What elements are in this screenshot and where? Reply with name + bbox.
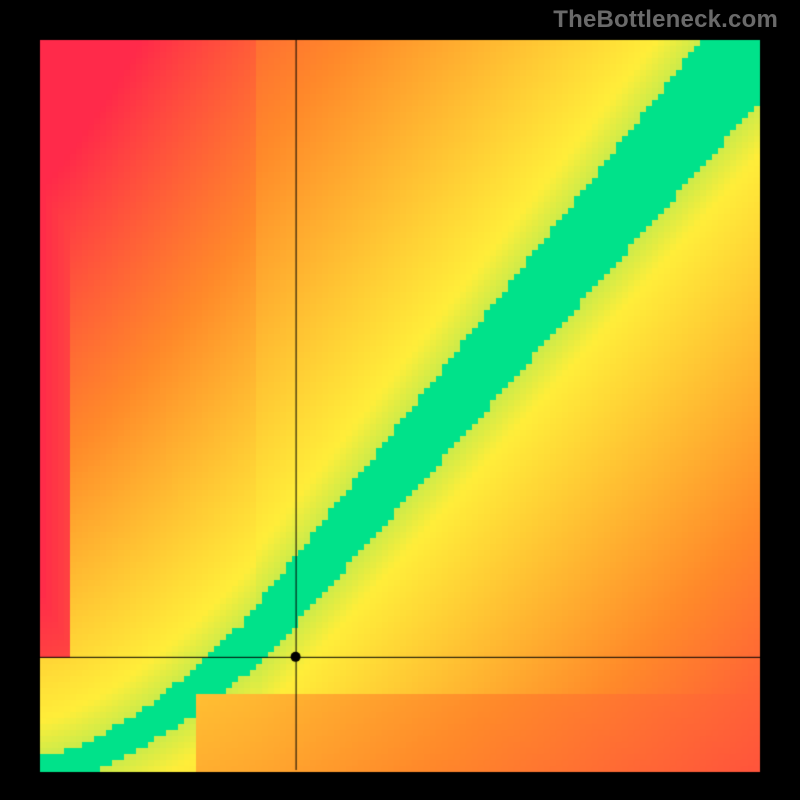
chart-container: { "watermark": { "text": "TheBottleneck.… (0, 0, 800, 800)
bottleneck-heatmap (0, 0, 800, 800)
watermark-text: TheBottleneck.com (553, 6, 778, 34)
